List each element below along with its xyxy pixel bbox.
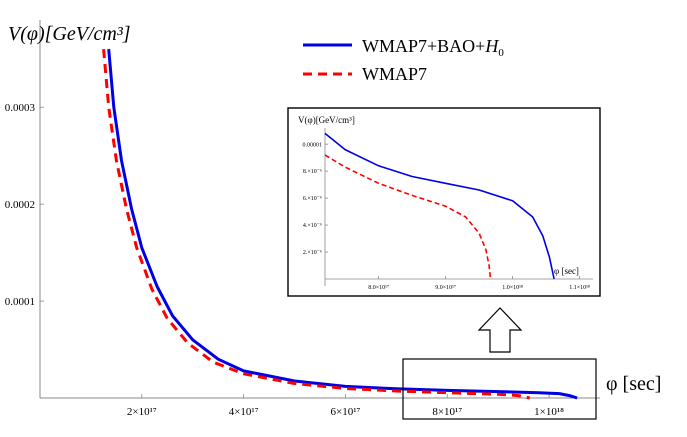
inset-series-wmap7	[324, 154, 492, 280]
inset-x-axis-label: φ [sec]	[554, 266, 579, 276]
legend-label-wmap7: WMAP7	[362, 64, 427, 84]
inset-y-tick-label: 0.00001	[303, 142, 323, 148]
inset-y-tick-label: 6.×10⁻⁶	[303, 196, 322, 202]
x-tick-label: 1×10¹⁸	[534, 406, 564, 418]
inset-frame	[287, 107, 601, 297]
x-tick-label: 2×10¹⁷	[127, 406, 157, 418]
y-axis-label: V(φ)[GeV/cm³]	[8, 23, 131, 45]
inset-x-tick-label: 1.0×10¹⁸	[502, 285, 523, 291]
inset-x-tick-label: 1.1×10¹⁸	[569, 285, 590, 291]
y-tick-label: 0.0002	[5, 199, 35, 211]
legend-label-wmap7-bao-h0: WMAP7+BAO+H0	[362, 36, 504, 59]
inset-y-axis-label: V(φ)[GeV/cm³]	[298, 115, 355, 125]
inset-x-tick-label: 9.0×10¹⁷	[435, 285, 456, 291]
x-tick-label: 8×10¹⁷	[432, 406, 462, 418]
zoom-arrow-icon	[477, 307, 523, 353]
zoom-region-box	[402, 358, 597, 420]
inset-y-tick-label: 2.×10⁻⁶	[303, 250, 322, 256]
inset-x-tick-label: 8.0×10¹⁷	[368, 285, 389, 291]
y-tick-label: 0.0003	[5, 102, 36, 114]
inset-y-tick-label: 8.×10⁻⁶	[303, 169, 322, 175]
x-tick-label: 6×10¹⁷	[331, 406, 361, 418]
series-wmap7-bao-h0	[107, 48, 578, 400]
main-plot: 2×10¹⁷ 4×10¹⁷ 6×10¹⁷ 8×10¹⁷ 1×10¹⁸ 0.0001 0.00…	[5, 20, 661, 418]
x-tick-label: 4×10¹⁷	[229, 406, 259, 418]
legend: WMAP7+BAO+H0 WMAP7	[303, 36, 504, 84]
inset-y-tick-label: 4.×10⁻⁶	[303, 223, 322, 229]
inset-series-wmap7-bao-h0	[324, 132, 555, 280]
inset-plot: 8.0×10¹⁷ 9.0×10¹⁷ 1.0×10¹⁸ 1.1×10¹⁸ 2.×10⁻⁶ 4…	[287, 107, 601, 297]
x-axis-label: φ [sec]	[606, 373, 661, 395]
y-tick-label: 0.0001	[5, 296, 35, 308]
